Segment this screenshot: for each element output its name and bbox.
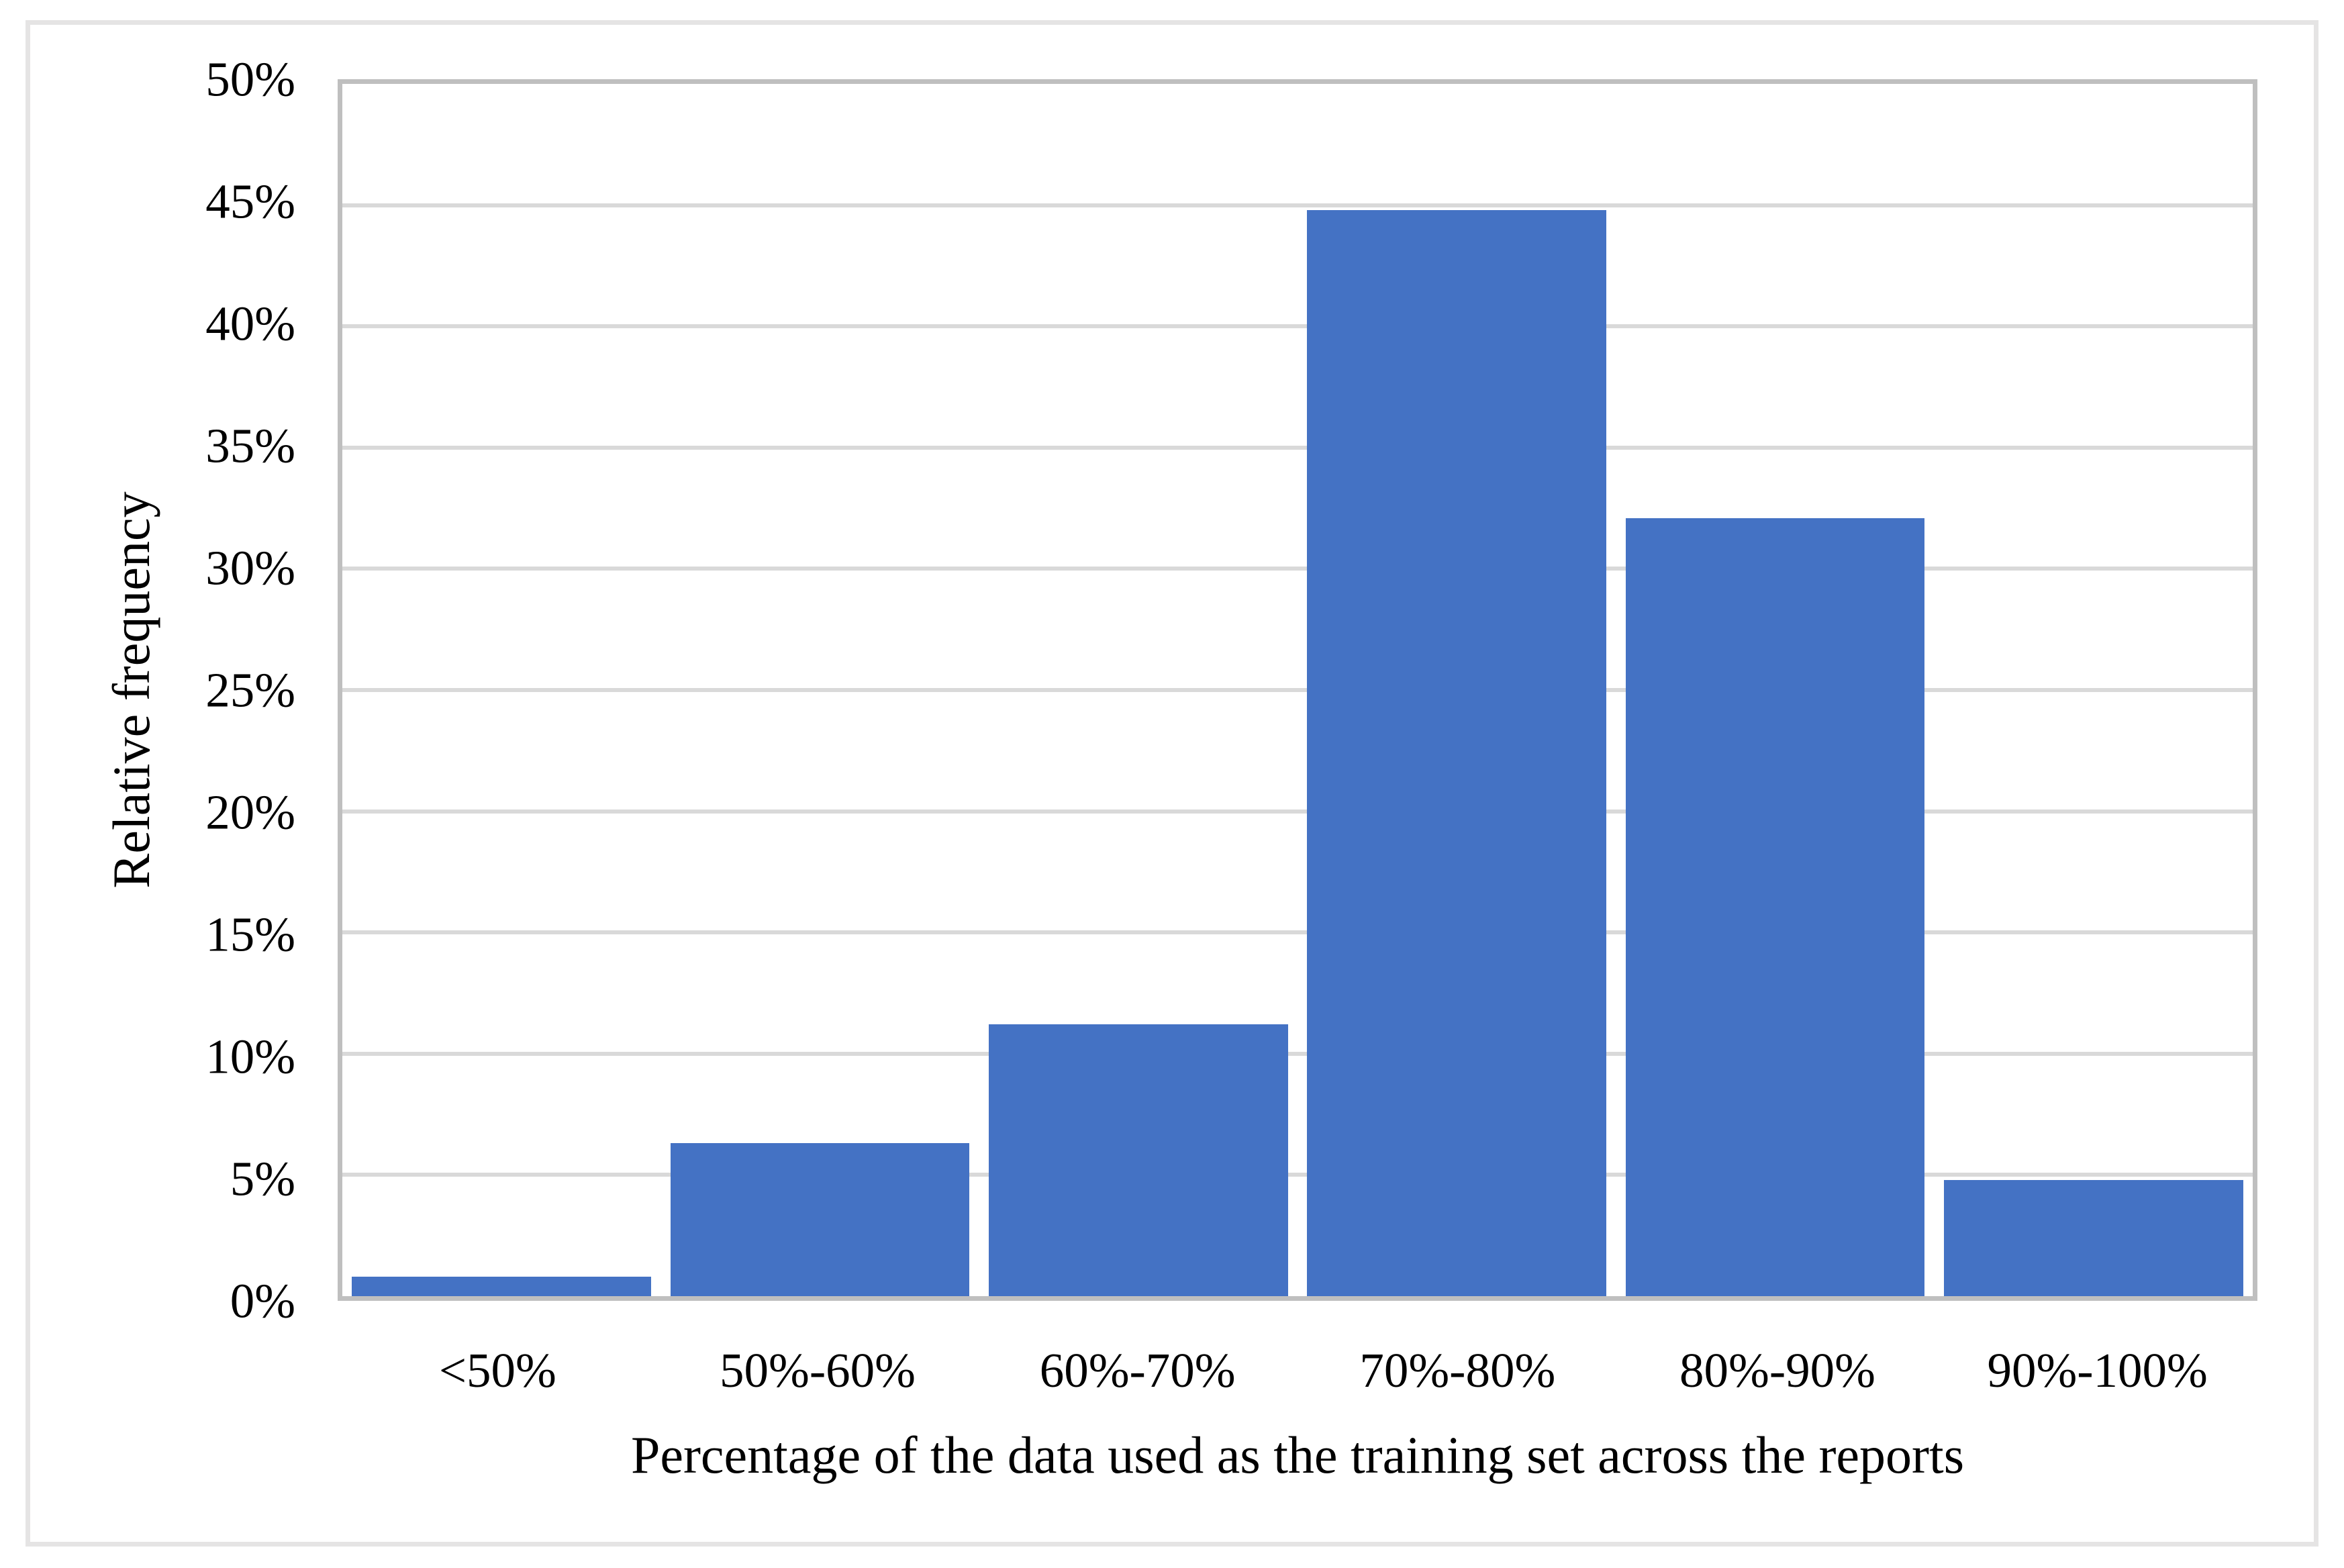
- x-tick-label-3: 70%-80%: [1359, 1343, 1556, 1398]
- bar-50%-60%: [670, 1143, 970, 1296]
- gridline-10: [342, 1051, 2253, 1056]
- bar-<50%: [352, 1277, 652, 1296]
- x-tick-label-1: 50%-60%: [720, 1343, 916, 1398]
- bar-slot-3: [1298, 84, 1616, 1296]
- bar-series: [342, 84, 2253, 1296]
- gridline-5: [342, 1173, 2253, 1177]
- y-tick-label-20: 20%: [205, 785, 295, 840]
- y-tick-label-35: 35%: [205, 418, 295, 473]
- y-tick-label-45: 45%: [205, 174, 295, 229]
- bar-70%-80%: [1307, 209, 1607, 1296]
- x-tick-label-4: 80%-90%: [1679, 1343, 1875, 1398]
- figure-border: [26, 20, 2318, 1547]
- bar-slot-1: [661, 84, 979, 1296]
- gridline-20: [342, 809, 2253, 814]
- gridline-35: [342, 445, 2253, 450]
- plot-area: [338, 79, 2257, 1301]
- y-tick-label-30: 30%: [205, 540, 295, 595]
- x-tick-label-0: <50%: [438, 1343, 556, 1398]
- x-axis-title: Percentage of the data used as the train…: [630, 1426, 1965, 1484]
- bar-90%-100%: [1943, 1179, 2243, 1296]
- y-tick-label-0: 0%: [230, 1273, 295, 1328]
- y-tick-label-10: 10%: [205, 1029, 295, 1084]
- bar-slot-2: [979, 84, 1298, 1296]
- gridline-15: [342, 930, 2253, 935]
- bar-slot-4: [1616, 84, 1934, 1296]
- x-tick-label-5: 90%-100%: [1987, 1343, 2208, 1398]
- y-tick-label-5: 5%: [230, 1151, 295, 1206]
- gridline-40: [342, 324, 2253, 329]
- x-tick-label-2: 60%-70%: [1039, 1343, 1236, 1398]
- bar-60%-70%: [988, 1024, 1288, 1296]
- y-tick-label-25: 25%: [205, 663, 295, 718]
- gridline-45: [342, 203, 2253, 207]
- bar-slot-5: [1935, 84, 2253, 1296]
- gridline-30: [342, 567, 2253, 571]
- bar-80%-90%: [1625, 518, 1925, 1296]
- y-tick-label-50: 50%: [205, 52, 295, 107]
- y-tick-label-40: 40%: [205, 296, 295, 351]
- gridline-25: [342, 688, 2253, 692]
- bar-slot-0: [342, 84, 661, 1296]
- y-tick-label-15: 15%: [205, 907, 295, 962]
